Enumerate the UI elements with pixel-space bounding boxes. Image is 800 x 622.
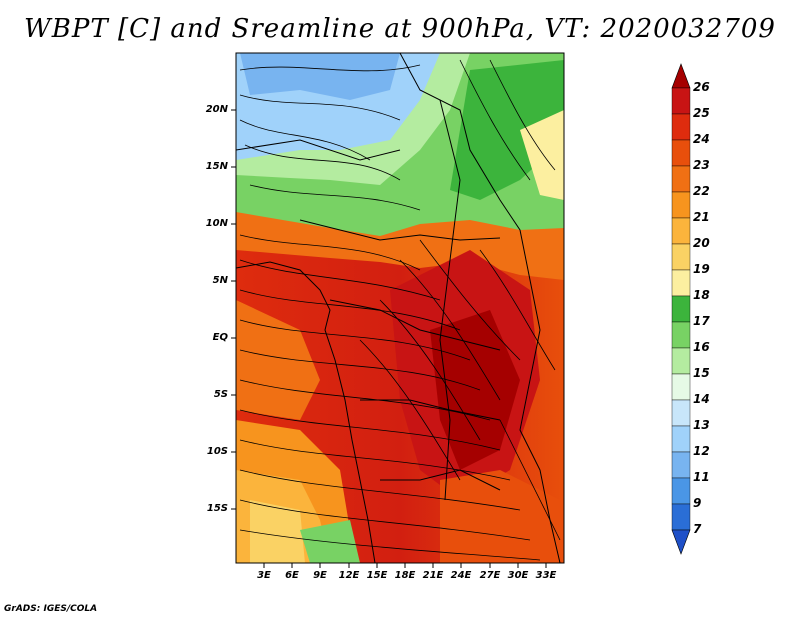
lon-label-27e: 27E <box>479 570 501 581</box>
colorbar-top-arrow <box>671 63 691 89</box>
lon-label-12e: 12E <box>338 570 360 581</box>
colorbar-label: 22 <box>693 184 710 198</box>
colorbar-label: 17 <box>693 314 710 328</box>
colorbar-segment <box>671 165 691 193</box>
colorbar-segment <box>671 87 691 115</box>
colorbar-segment <box>671 321 691 349</box>
colorbar-label: 16 <box>693 340 710 354</box>
colorbar-segment <box>671 113 691 141</box>
map-frame <box>235 52 565 564</box>
colorbar-label: 24 <box>693 132 710 146</box>
colorbar-bottom-arrow <box>671 529 691 555</box>
lat-label-5s: 5S <box>213 389 228 400</box>
lon-label-21e: 21E <box>422 570 444 581</box>
colorbar-segment <box>671 269 691 297</box>
colorbar-label: 11 <box>693 470 710 484</box>
wbpt-field <box>236 53 564 563</box>
lat-label-5n: 5N <box>212 275 228 286</box>
lon-ticks <box>263 563 547 568</box>
colorbar-segment <box>671 451 691 479</box>
colorbar-segment <box>671 399 691 427</box>
colorbar-label: 14 <box>693 392 710 406</box>
map-title: WBPT [C] and Sreamline at 900hPa, VT: 20… <box>24 14 776 44</box>
lat-label-10s: 10S <box>206 446 228 457</box>
credit-text: GrADS: IGES/COLA <box>4 604 98 614</box>
colorbar-segment <box>671 191 691 219</box>
colorbar-label: 25 <box>693 106 710 120</box>
lat-ticks <box>231 109 236 510</box>
streamlines <box>239 59 561 561</box>
colorbar-label: 13 <box>693 418 710 432</box>
colorbar-label: 23 <box>693 158 710 172</box>
lon-label-24e: 24E <box>450 570 472 581</box>
coastlines <box>236 53 561 563</box>
lon-label-3e: 3E <box>257 570 271 581</box>
colorbar-label: 20 <box>693 236 710 250</box>
colorbar-label: 12 <box>693 444 710 458</box>
colorbar-label: 26 <box>693 80 710 94</box>
colorbar-label: 21 <box>693 210 710 224</box>
lat-label-20n: 20N <box>205 104 228 115</box>
lat-label-15s: 15S <box>206 503 228 514</box>
lat-label-10n: 10N <box>205 218 228 229</box>
colorbar-segment <box>671 243 691 271</box>
colorbar-label: 18 <box>693 288 710 302</box>
colorbar-label: 7 <box>693 522 702 536</box>
lon-label-18e: 18E <box>394 570 416 581</box>
lon-label-30e: 30E <box>507 570 529 581</box>
colorbar-segment <box>671 217 691 245</box>
colorbar-segment <box>671 477 691 505</box>
lon-label-9e: 9E <box>313 570 327 581</box>
lon-label-15e: 15E <box>366 570 388 581</box>
lon-label-33e: 33E <box>535 570 557 581</box>
lat-label-15n: 15N <box>205 161 228 172</box>
colorbar-segment <box>671 425 691 453</box>
colorbar-segment <box>671 373 691 401</box>
lat-label-eq: EQ <box>212 332 228 343</box>
colorbar-segment <box>671 503 691 531</box>
colorbar-label: 9 <box>693 496 702 510</box>
colorbar-segment <box>671 347 691 375</box>
colorbar <box>671 63 691 555</box>
colorbar-segment <box>671 295 691 323</box>
colorbar-segment <box>671 139 691 167</box>
colorbar-label: 19 <box>693 262 710 276</box>
colorbar-label: 15 <box>693 366 710 380</box>
lon-label-6e: 6E <box>285 570 299 581</box>
